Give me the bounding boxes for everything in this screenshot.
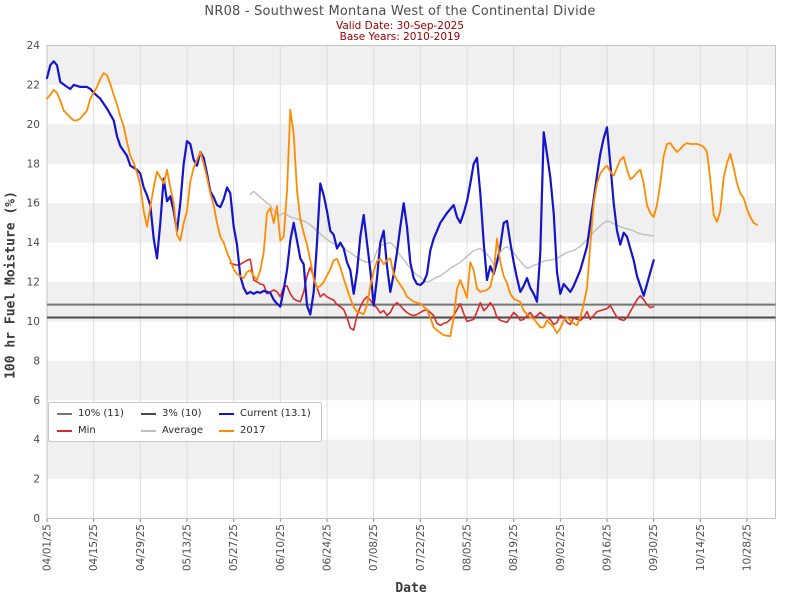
x-tick-label: 09/30/25 bbox=[648, 524, 660, 571]
legend-swatch bbox=[219, 429, 234, 432]
x-tick-label: 09/02/25 bbox=[555, 524, 567, 571]
chart-title: NR08 - Southwest Montana West of the Con… bbox=[204, 4, 596, 19]
x-tick-label: 08/19/25 bbox=[508, 524, 520, 571]
series-current-13-1 bbox=[45, 60, 655, 316]
y-axis-label: 100 hr Fuel Moisture (%) bbox=[3, 191, 19, 379]
legend-label: Min bbox=[78, 425, 96, 436]
legend-entry: 10% (11) bbox=[57, 408, 141, 419]
chart-valid-date: Valid Date: 30-Sep-2025 bbox=[335, 20, 465, 32]
y-tick-label: 22 bbox=[27, 79, 40, 91]
x-tick-label: 09/16/25 bbox=[602, 524, 614, 571]
legend-entry: Min bbox=[57, 425, 141, 436]
legend-swatch bbox=[141, 412, 156, 415]
x-tick-label: 04/29/25 bbox=[135, 524, 147, 571]
legend-swatch bbox=[57, 429, 72, 432]
y-tick-label: 2 bbox=[33, 474, 40, 486]
y-tick-label: 18 bbox=[27, 158, 40, 170]
legend-entry: Current (13.1) bbox=[219, 408, 321, 419]
legend-label: Current (13.1) bbox=[240, 408, 311, 419]
plot-border bbox=[46, 45, 776, 519]
y-tick-label: 14 bbox=[27, 237, 41, 249]
legend-label: 3% (10) bbox=[162, 408, 202, 419]
x-tick-label: 08/05/25 bbox=[462, 524, 474, 571]
x-tick-label: 07/22/25 bbox=[415, 524, 427, 571]
x-tick-label: 07/08/25 bbox=[368, 524, 380, 571]
series-2017 bbox=[46, 72, 758, 338]
legend-label: 10% (11) bbox=[78, 408, 124, 419]
y-tick-label: 10 bbox=[27, 316, 40, 328]
x-tick-label: 10/28/25 bbox=[742, 524, 754, 571]
y-tick-label: 24 bbox=[27, 40, 41, 52]
legend-swatch bbox=[219, 412, 234, 415]
x-tick-label: 04/01/25 bbox=[42, 524, 54, 571]
legend-entry: 2017 bbox=[219, 425, 321, 436]
y-tick-label: 6 bbox=[33, 395, 40, 407]
legend-swatch bbox=[57, 412, 72, 415]
y-tick-label: 4 bbox=[33, 434, 40, 446]
y-tick-label: 20 bbox=[27, 119, 40, 131]
x-tick-label: 10/14/25 bbox=[695, 524, 707, 571]
x-tick-label: 05/27/25 bbox=[228, 524, 240, 571]
y-tick-label: 8 bbox=[33, 355, 40, 367]
x-axis-label: Date bbox=[395, 581, 427, 596]
legend-swatch bbox=[141, 429, 156, 432]
legend: 10% (11) 3% (10) Current (13.1) Min Average 2… bbox=[48, 402, 322, 442]
x-tick-label: 05/13/25 bbox=[182, 524, 194, 571]
background-band bbox=[47, 203, 776, 243]
x-tick-label: 04/15/25 bbox=[88, 524, 100, 571]
series-min bbox=[229, 258, 655, 331]
background-band bbox=[47, 360, 776, 401]
background-band bbox=[47, 439, 776, 480]
background-band bbox=[47, 45, 776, 85]
y-tick-label: 12 bbox=[27, 277, 40, 289]
y-tick-label: 0 bbox=[33, 513, 40, 525]
legend-entry: 3% (10) bbox=[141, 408, 219, 419]
x-tick-label: 06/10/25 bbox=[275, 524, 287, 571]
y-tick-label: 16 bbox=[27, 198, 41, 210]
legend-label: 2017 bbox=[240, 425, 266, 436]
x-tick-label: 06/24/25 bbox=[322, 524, 334, 571]
legend-label: Average bbox=[162, 425, 204, 436]
legend-entry: Average bbox=[141, 425, 219, 436]
chart-base-years: Base Years: 2010-2019 bbox=[339, 31, 461, 43]
